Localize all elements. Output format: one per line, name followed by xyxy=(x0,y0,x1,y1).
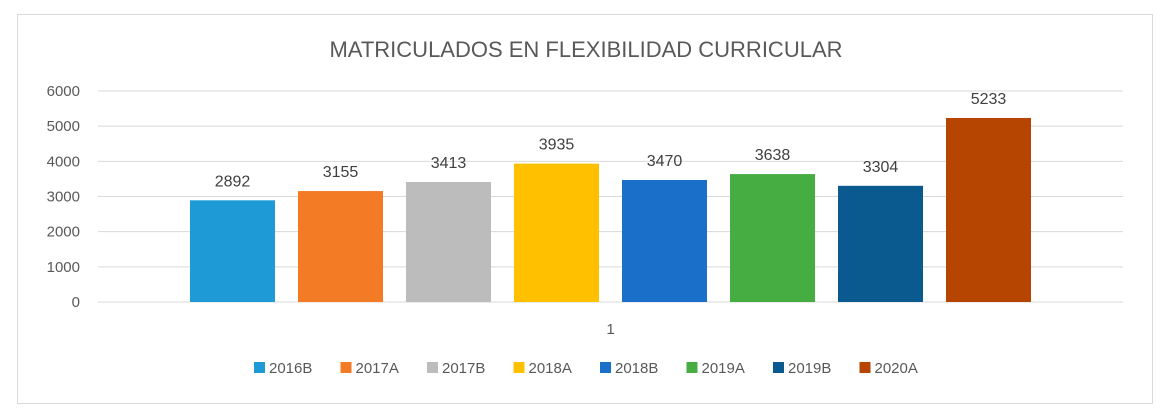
y-tick-label: 1000 xyxy=(47,259,80,276)
legend-swatch xyxy=(773,362,784,373)
legend-item-2017B: 2017B xyxy=(427,360,485,377)
y-axis-ticks: 0 1000 2000 3000 4000 5000 6000 xyxy=(47,83,80,311)
x-tick-label: 1 xyxy=(606,321,614,338)
legend-label: 2019A xyxy=(702,360,745,377)
legend-item-2020A: 2020A xyxy=(859,360,918,377)
data-label-2016B: 2892 xyxy=(215,173,251,190)
legend-swatch xyxy=(686,362,698,373)
legend-item-2018A: 2018A xyxy=(513,360,572,377)
legend-item-2016B: 2016B xyxy=(254,360,312,377)
legend-label: 2019B xyxy=(788,360,831,377)
legend-item-2019B: 2019B xyxy=(773,360,831,377)
legend-label: 2017A xyxy=(356,360,399,377)
bar-2019A xyxy=(730,174,815,302)
data-label-2018A: 3935 xyxy=(539,137,575,154)
bar-2017A xyxy=(298,191,383,302)
legend-item-2018B: 2018B xyxy=(600,360,658,377)
chart-title: MATRICULADOS EN FLEXIBILIDAD CURRICULAR xyxy=(329,37,842,62)
legend-label: 2017B xyxy=(442,360,485,377)
y-tick-label: 0 xyxy=(72,294,80,311)
data-label-2017A: 3155 xyxy=(323,164,359,181)
legend-swatch xyxy=(513,362,525,373)
legend: 2016B 2017A 2017B 2018A 2018B 2019A 2019B 2020A xyxy=(254,360,918,377)
legend-swatch xyxy=(427,362,438,373)
y-tick-label: 3000 xyxy=(47,189,80,206)
bar-2016B xyxy=(190,200,275,302)
y-tick-label: 2000 xyxy=(47,224,80,241)
legend-swatch xyxy=(254,362,265,373)
y-tick-label: 6000 xyxy=(47,83,80,100)
legend-item-2017A: 2017A xyxy=(340,360,399,377)
y-tick-label: 4000 xyxy=(47,153,80,170)
legend-label: 2020A xyxy=(875,360,918,377)
data-label-2018B: 3470 xyxy=(647,153,683,170)
legend-label: 2016B xyxy=(269,360,312,377)
bar-2019B xyxy=(838,185,923,302)
legend-label: 2018B xyxy=(615,360,658,377)
data-label-2020A: 5233 xyxy=(971,91,1007,108)
data-label-2019B: 3304 xyxy=(863,159,899,176)
legend-swatch xyxy=(600,362,611,373)
data-labels: 2892 3155 3413 3935 3470 3638 3304 5233 xyxy=(215,91,1007,190)
bars xyxy=(190,117,1031,302)
legend-swatch xyxy=(340,362,352,373)
bar-2018A xyxy=(514,163,599,302)
bar-2020A xyxy=(946,117,1031,302)
data-label-2019A: 3638 xyxy=(755,147,791,164)
y-tick-label: 5000 xyxy=(47,118,80,135)
x-axis-ticks: 1 xyxy=(606,321,614,338)
bar-2017B xyxy=(406,181,491,302)
legend-swatch xyxy=(859,362,871,373)
legend-item-2019A: 2019A xyxy=(686,360,745,377)
bar-2018B xyxy=(622,179,707,302)
data-label-2017B: 3413 xyxy=(431,155,467,172)
legend-label: 2018A xyxy=(529,360,572,377)
